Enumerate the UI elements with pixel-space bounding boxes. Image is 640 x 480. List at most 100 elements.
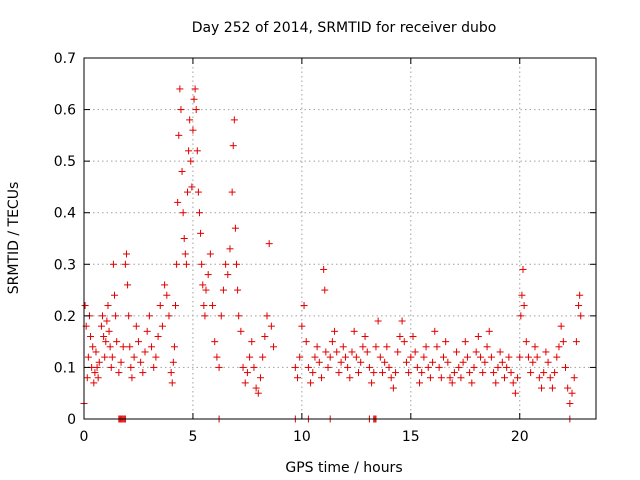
data-point xyxy=(128,374,136,382)
data-point xyxy=(472,348,480,356)
data-point xyxy=(383,343,391,351)
data-point xyxy=(420,353,428,361)
data-point xyxy=(389,384,397,392)
data-point xyxy=(256,374,264,382)
data-point xyxy=(448,379,456,387)
data-point xyxy=(183,188,191,196)
data-point xyxy=(124,281,132,289)
data-point xyxy=(518,291,526,299)
data-point xyxy=(167,369,175,377)
y-tick-label: 0 xyxy=(67,412,76,428)
data-point xyxy=(519,265,527,273)
chart-title: Day 252 of 2014, SRMTID for receiver dub… xyxy=(192,20,497,36)
data-point xyxy=(439,353,447,361)
data-point xyxy=(529,358,537,366)
axis-ticks xyxy=(83,57,596,420)
data-point xyxy=(320,265,328,273)
data-point xyxy=(505,353,513,361)
data-point xyxy=(524,353,532,361)
data-point xyxy=(121,260,129,268)
data-point xyxy=(126,343,134,351)
data-point xyxy=(568,389,576,397)
data-point xyxy=(230,116,238,124)
data-point xyxy=(455,363,463,371)
data-point xyxy=(83,374,91,382)
data-point xyxy=(437,374,445,382)
data-point xyxy=(246,353,254,361)
x-tick-label: 15 xyxy=(402,429,420,445)
data-point xyxy=(194,188,202,196)
data-point xyxy=(315,358,323,366)
data-point xyxy=(339,343,347,351)
data-point xyxy=(241,379,249,387)
data-point xyxy=(263,312,271,320)
data-point xyxy=(113,338,121,346)
data-point xyxy=(453,348,461,356)
data-point xyxy=(190,95,198,103)
data-point xyxy=(516,353,524,361)
data-point xyxy=(267,322,275,330)
data-point xyxy=(321,286,329,294)
data-point xyxy=(89,343,97,351)
data-point xyxy=(94,374,102,382)
data-point xyxy=(298,322,306,330)
data-point xyxy=(540,369,548,377)
data-point xyxy=(507,369,515,377)
data-point xyxy=(148,343,156,351)
data-point xyxy=(163,291,171,299)
data-point xyxy=(542,348,550,356)
data-point xyxy=(479,369,487,377)
data-point xyxy=(381,358,389,366)
data-point xyxy=(466,369,474,377)
data-point xyxy=(182,260,190,268)
data-point xyxy=(204,271,212,279)
data-point xyxy=(213,353,221,361)
data-point xyxy=(229,142,237,150)
data-point xyxy=(490,369,498,377)
data-point xyxy=(470,363,478,371)
data-point xyxy=(350,327,358,335)
data-point xyxy=(474,332,482,340)
data-point xyxy=(150,363,158,371)
data-point xyxy=(161,281,169,289)
data-point xyxy=(387,374,395,382)
plot-frame xyxy=(83,57,597,420)
data-point xyxy=(517,312,525,320)
data-point xyxy=(248,338,256,346)
data-point xyxy=(500,374,508,382)
data-point xyxy=(429,358,437,366)
data-point xyxy=(206,250,214,258)
data-point xyxy=(557,322,565,330)
y-tick-label: 0.2 xyxy=(54,309,76,325)
data-point xyxy=(173,260,181,268)
data-point xyxy=(195,209,203,217)
data-point xyxy=(235,312,243,320)
data-point xyxy=(197,229,205,237)
data-point xyxy=(125,312,133,320)
data-point xyxy=(577,312,585,320)
y-tick-label: 0.6 xyxy=(54,103,76,119)
y-axis-label: SRMTID / TECUs xyxy=(6,182,22,295)
data-point xyxy=(188,183,196,191)
data-point xyxy=(270,343,278,351)
data-point xyxy=(93,363,101,371)
data-point xyxy=(481,358,489,366)
data-point xyxy=(533,353,541,361)
data-point xyxy=(337,358,345,366)
data-point xyxy=(572,338,580,346)
data-point xyxy=(520,302,528,310)
data-point xyxy=(322,348,330,356)
data-point xyxy=(90,379,98,387)
data-point xyxy=(181,250,189,258)
data-point xyxy=(483,343,491,351)
data-point xyxy=(81,302,89,310)
data-point xyxy=(165,312,173,320)
data-point xyxy=(122,250,130,258)
data-point xyxy=(234,286,242,294)
data-point xyxy=(559,338,567,346)
data-point xyxy=(359,343,367,351)
data-point xyxy=(374,317,382,325)
data-point xyxy=(261,332,269,340)
data-point xyxy=(396,332,404,340)
y-tick-label: 0.7 xyxy=(54,51,76,67)
